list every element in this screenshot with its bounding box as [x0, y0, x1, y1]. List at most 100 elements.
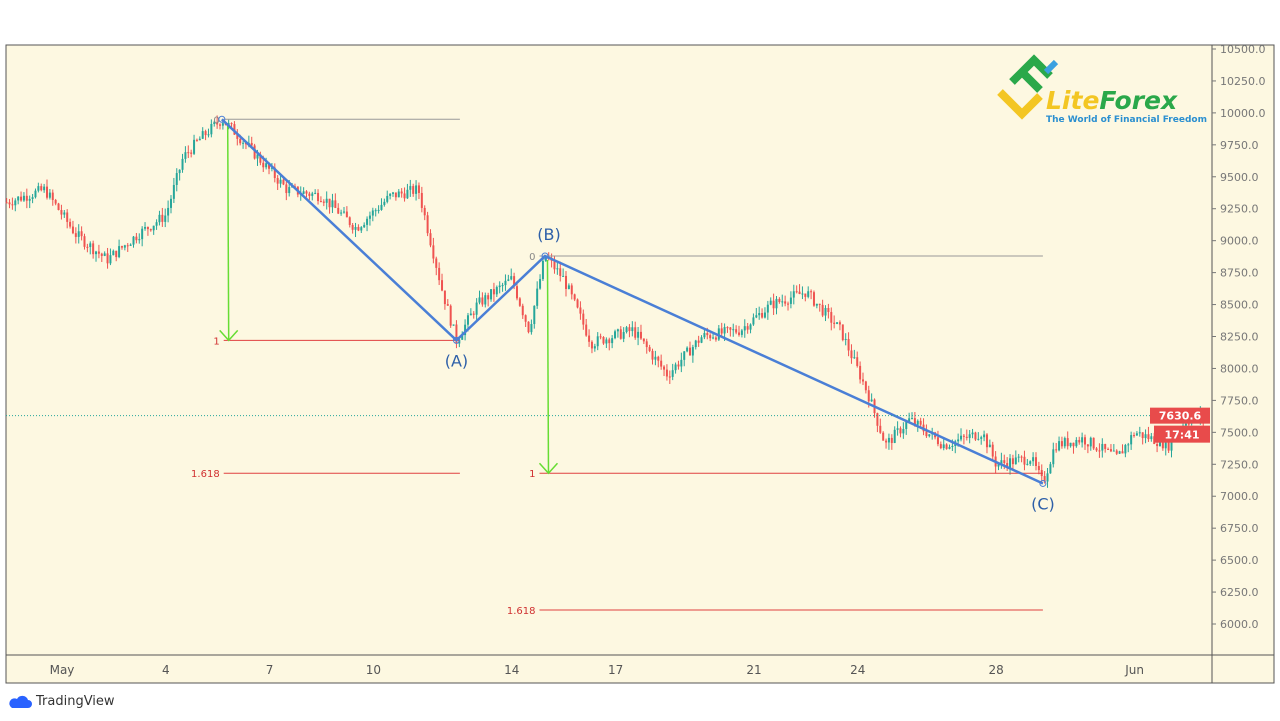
candle-body [11, 204, 14, 206]
candle-body [386, 195, 389, 202]
candle-body [902, 428, 905, 434]
candle-body [389, 193, 392, 196]
candle-body [1098, 450, 1101, 452]
candle-body [342, 211, 345, 213]
candle-body [582, 313, 585, 325]
candle-body [334, 200, 337, 208]
candle-body [856, 357, 859, 366]
candle-body [585, 324, 588, 336]
y-tick-label: 7750.0 [1220, 394, 1259, 407]
candle-body [1104, 443, 1107, 449]
candle-body [184, 152, 187, 159]
candle-body [1109, 449, 1112, 452]
candle-body [31, 197, 34, 199]
candle-body [913, 418, 916, 425]
candle-body [1049, 464, 1052, 474]
candle-body [841, 324, 844, 340]
candle-body [614, 331, 617, 339]
candle-body [619, 329, 622, 339]
candle-body [541, 260, 544, 280]
candle-body [43, 186, 46, 191]
candle-body [230, 123, 233, 125]
candle-body [146, 226, 149, 230]
candle-body [481, 297, 484, 305]
candle-body [596, 336, 599, 347]
candle-body [57, 203, 60, 211]
candle-body [928, 434, 931, 437]
candle-body [446, 304, 449, 306]
candle-body [602, 337, 605, 344]
candle-body [867, 390, 870, 402]
candle-body [169, 198, 172, 208]
candle-body [735, 329, 738, 333]
candle-body [8, 202, 11, 205]
candle-body [37, 186, 40, 191]
candle-body [680, 359, 683, 367]
candle-body [743, 326, 746, 331]
candle-body [1034, 457, 1037, 466]
candle-body [740, 330, 743, 335]
candle-body [129, 244, 132, 246]
candle-body [285, 184, 288, 194]
candle-body [461, 335, 464, 340]
liteforex-tagline: The World of Financial Freedom [1046, 115, 1207, 125]
candle-body [253, 145, 256, 159]
candle-body [155, 222, 158, 226]
candle-body [714, 337, 717, 340]
candle-body [942, 444, 945, 449]
candle-body [14, 200, 17, 206]
candle-body [466, 315, 469, 325]
candle-body [657, 356, 660, 361]
fib-arrow-head [219, 329, 239, 342]
candle-body [853, 357, 856, 359]
candle-body [766, 304, 769, 313]
liteforex-logo-icon [997, 89, 1043, 120]
candle-body [977, 438, 980, 440]
candle-body [317, 192, 320, 202]
candle-body [815, 303, 818, 306]
candle-body [622, 332, 625, 339]
candle-body [1084, 437, 1087, 445]
fib-arrow [226, 123, 230, 341]
candle-body [412, 186, 415, 194]
candle-body [530, 324, 533, 333]
candle-body [1055, 449, 1058, 451]
candle-body [377, 209, 380, 211]
candle-body [322, 201, 325, 203]
candle-body [400, 191, 403, 194]
candle-body [1066, 438, 1069, 447]
y-tick-label: 9750.0 [1220, 139, 1259, 152]
candle-body [691, 347, 694, 356]
candle-body [911, 418, 914, 420]
y-tick-label: 8500.0 [1220, 299, 1259, 312]
y-tick-label: 8000.0 [1220, 362, 1259, 375]
candle-body [838, 322, 841, 325]
current-price-badge [1150, 407, 1210, 424]
candle-body [423, 207, 426, 216]
candle-body [763, 312, 766, 318]
candle-body [752, 317, 755, 325]
candle-body [789, 297, 792, 304]
x-tick-label: 10 [366, 663, 381, 677]
candle-body [195, 139, 198, 141]
candle-body [86, 246, 89, 248]
current-price-label: 7630.6 [1159, 410, 1202, 423]
candle-body [279, 179, 282, 184]
candle-body [46, 186, 49, 198]
x-tick-label: 17 [608, 663, 623, 677]
candle-body [709, 335, 712, 339]
candle-body [1135, 433, 1138, 436]
candle-body [250, 142, 253, 146]
candle-body [265, 163, 268, 168]
y-tick-label: 10250.0 [1220, 75, 1266, 88]
candle-body [807, 291, 810, 297]
candle-body [1121, 451, 1124, 454]
candle-body [971, 432, 974, 435]
candle-body [95, 251, 98, 255]
candle-body [1081, 437, 1084, 443]
tradingview-brand[interactable]: TradingView [8, 694, 115, 709]
candle-body [1107, 448, 1110, 450]
candle-body [674, 364, 677, 371]
candle-body [668, 376, 671, 378]
